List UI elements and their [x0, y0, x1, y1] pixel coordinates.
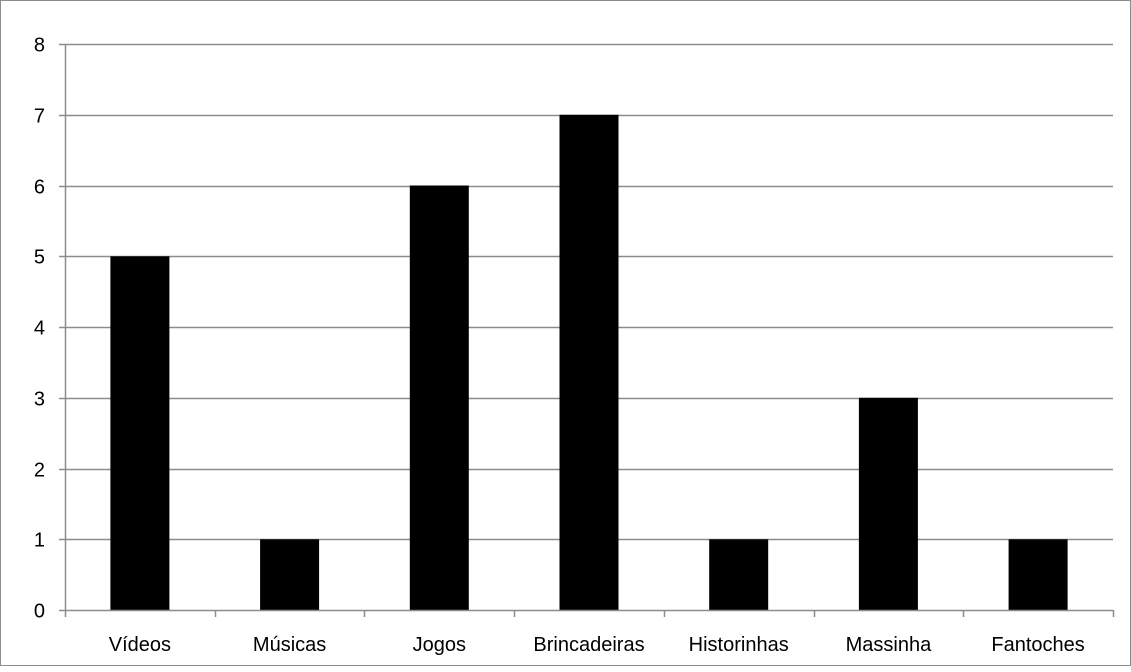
y-tick-label: 4 [34, 318, 45, 340]
x-tick-label: Vídeos [109, 634, 171, 656]
x-tick-label: Historinhas [689, 634, 789, 656]
x-tick-label: Músicas [253, 634, 326, 656]
y-tick-label: 3 [34, 389, 45, 411]
bar [858, 397, 918, 611]
bar [110, 256, 170, 611]
bars [110, 114, 1068, 611]
bar [559, 114, 619, 611]
y-tick-label: 5 [34, 247, 45, 269]
y-tick-labels: 0 1 2 3 4 5 6 7 8 [34, 35, 45, 623]
y-tick-label: 6 [34, 177, 45, 199]
bar [1008, 539, 1068, 611]
x-tick-label: Brincadeiras [533, 634, 644, 656]
y-tick-label: 8 [34, 35, 45, 57]
x-tick-label: Fantoches [991, 634, 1084, 656]
axes [59, 43, 1115, 617]
y-tick-label: 7 [34, 106, 45, 128]
bar [260, 539, 320, 611]
bar [409, 185, 469, 610]
y-tick-label: 0 [34, 601, 45, 623]
x-tick-label: Massinha [846, 634, 932, 656]
y-tick-label: 2 [34, 460, 45, 482]
x-tick-labels: Vídeos Músicas Jogos Brincadeiras Historinha… [109, 634, 1085, 656]
y-tick-label: 1 [34, 530, 45, 552]
bar [709, 539, 769, 611]
x-tick-label: Jogos [413, 634, 466, 656]
